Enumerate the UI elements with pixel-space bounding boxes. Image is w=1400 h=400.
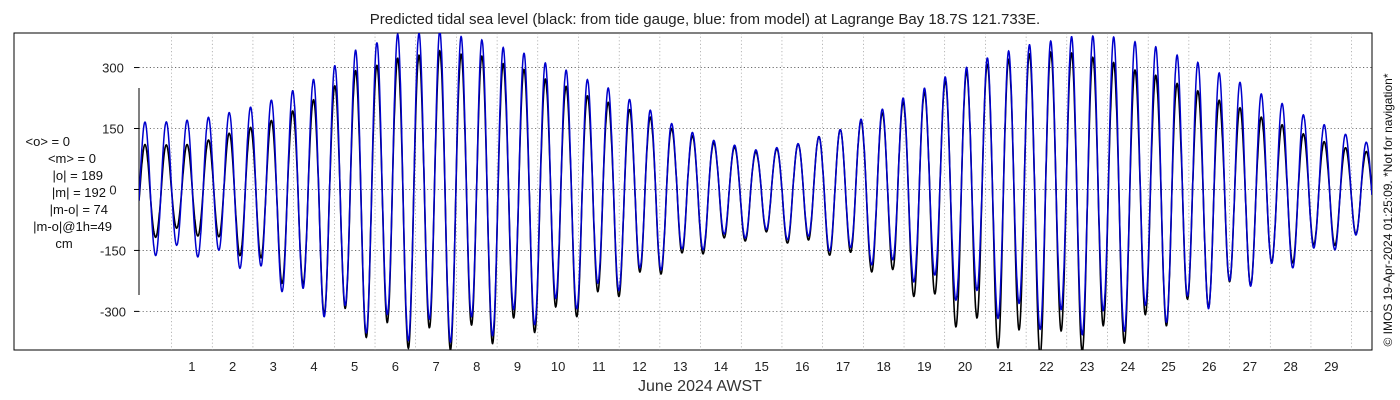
statistics-panel: <o> = 0 <m> = 0 |o| = 189 |m| = 192 |m-o… <box>26 134 112 251</box>
x-tick-label: 18 <box>876 359 890 374</box>
x-tick-label: 8 <box>473 359 480 374</box>
x-tick-label: 21 <box>999 359 1013 374</box>
x-tick-label: 11 <box>592 359 606 374</box>
y-tick-label: -150 <box>100 243 126 258</box>
x-tick-label: 15 <box>754 359 768 374</box>
stat-abs-observed: |o| = 189 <box>53 168 104 183</box>
x-tick-label: 27 <box>1243 359 1257 374</box>
series-model-line <box>139 33 1372 344</box>
x-tick-label: 24 <box>1121 359 1135 374</box>
x-axis-label: June 2024 AWST <box>638 378 762 395</box>
stat-abs-difference: |m-o| = 74 <box>50 202 108 217</box>
x-tick-label: 9 <box>514 359 521 374</box>
y-tick-label: 300 <box>102 61 124 76</box>
y-tick-label: -300 <box>100 304 126 319</box>
x-tick-label: 2 <box>229 359 236 374</box>
stat-abs-model: |m| = 192 <box>52 185 106 200</box>
x-tick-label: 4 <box>310 359 317 374</box>
x-tick-label: 25 <box>1161 359 1175 374</box>
y-tick-label: 150 <box>102 122 124 137</box>
x-axis-tick-labels: 1 2 3 4 5 6 7 8 9 10 11 12 13 14 15 16 17 18 19 20 21 22 23 24 2… <box>188 359 1338 374</box>
x-tick-label: 28 <box>1283 359 1297 374</box>
stat-mean-model: <m> = 0 <box>48 151 96 166</box>
y-axis-tick-labels: 300 150 0 -150 -300 <box>100 61 126 320</box>
x-tick-label: 23 <box>1080 359 1094 374</box>
plot-frame <box>13 32 1373 351</box>
x-tick-label: 5 <box>351 359 358 374</box>
x-tick-label: 12 <box>632 359 646 374</box>
stat-units: cm <box>55 236 72 251</box>
stat-abs-difference-1h: |m-o|@1h=49 <box>33 219 112 234</box>
x-tick-label: 17 <box>836 359 850 374</box>
x-tick-label: 10 <box>551 359 565 374</box>
x-tick-label: 1 <box>188 359 195 374</box>
x-tick-label: 14 <box>714 359 728 374</box>
x-tick-label: 3 <box>270 359 277 374</box>
stat-mean-observed: <o> = 0 <box>26 134 70 149</box>
x-tick-label: 19 <box>917 359 931 374</box>
x-tick-label: 13 <box>673 359 687 374</box>
copyright-note: © IMOS 19-Apr-2024 01:25:09. *Not for na… <box>1381 73 1395 346</box>
y-tick-label: 0 <box>109 182 116 197</box>
x-tick-label: 29 <box>1324 359 1338 374</box>
x-tick-label: 7 <box>432 359 439 374</box>
x-tick-label: 22 <box>1039 359 1053 374</box>
x-tick-label: 20 <box>958 359 972 374</box>
x-tick-label: 26 <box>1202 359 1216 374</box>
x-tick-label: 16 <box>795 359 809 374</box>
chart-title: Predicted tidal sea level (black: from t… <box>370 11 1040 28</box>
x-tick-label: 6 <box>392 359 399 374</box>
